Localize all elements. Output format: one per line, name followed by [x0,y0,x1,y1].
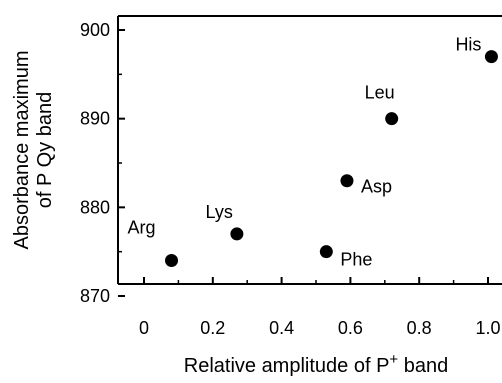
point-label-asp: Asp [361,177,392,197]
data-point-lys [230,227,244,241]
y-axis-label: Absorbance maximum of P Qy band [11,51,56,250]
point-label-his: His [455,35,481,55]
x-axis-label-tail: band [398,355,448,377]
data-point-leu [385,112,399,126]
plot-frame [117,15,502,285]
y-axis-ticks: 870 880 890 900 [80,20,125,306]
data-point-asp [340,174,354,188]
x-axis-ticks: 0 0.2 0.4 0.6 0.8 1.0 [139,277,501,338]
x-tick-label: 1.0 [475,318,500,338]
data-point-arg [165,254,179,268]
point-label-lys: Lys [206,202,233,222]
data-points: Arg Lys Phe Asp Leu His [128,35,498,270]
x-tick-label: 0.6 [338,318,363,338]
x-tick-label: 0 [139,318,149,338]
x-tick-label: 0.4 [269,318,294,338]
y-axis-label-line2: of P Qy band [34,92,56,208]
y-tick-label: 880 [80,197,110,217]
y-tick-label: 900 [80,20,110,40]
point-label-leu: Leu [365,83,395,103]
point-label-phe: Phe [340,250,372,270]
y-axis-label-line1: Absorbance maximum [11,51,33,250]
x-tick-label: 0.2 [200,318,225,338]
point-label-arg: Arg [128,218,156,238]
y-tick-label: 890 [80,109,110,129]
y-tick-label: 870 [80,286,110,306]
data-point-phe [319,245,333,259]
x-axis-label-superscript: + [389,351,398,368]
data-point-his [484,50,498,64]
x-tick-label: 0.8 [407,318,432,338]
x-axis-label: Relative amplitude of P+ band [184,351,449,377]
